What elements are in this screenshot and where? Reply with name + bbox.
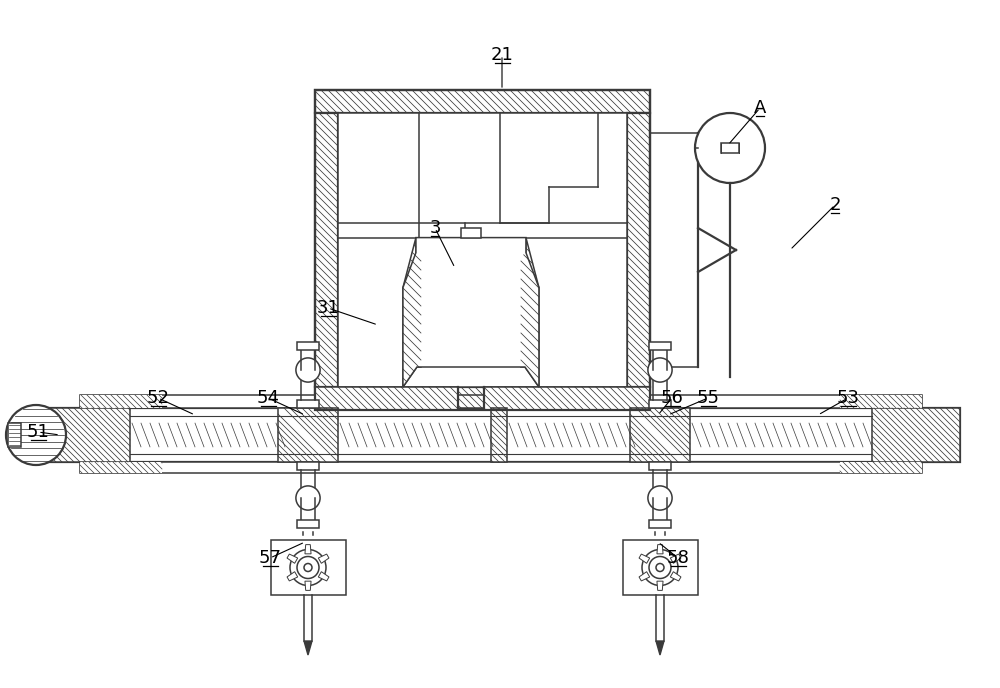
Circle shape — [648, 486, 672, 510]
Bar — [622, 540, 698, 595]
Polygon shape — [670, 554, 681, 563]
Polygon shape — [627, 113, 650, 387]
Text: 31: 31 — [317, 299, 339, 317]
Bar — [297, 342, 319, 350]
Polygon shape — [80, 395, 162, 408]
Bar — [8, 423, 21, 447]
Polygon shape — [639, 554, 650, 563]
Bar — [649, 342, 671, 350]
Polygon shape — [80, 462, 162, 473]
Polygon shape — [287, 554, 298, 563]
Bar — [649, 520, 671, 528]
Polygon shape — [656, 641, 664, 655]
Polygon shape — [287, 572, 298, 581]
Circle shape — [304, 563, 312, 572]
Polygon shape — [305, 581, 311, 590]
Polygon shape — [630, 408, 690, 462]
Bar — [649, 400, 671, 408]
Polygon shape — [315, 90, 650, 113]
Polygon shape — [639, 572, 650, 581]
Polygon shape — [872, 408, 960, 462]
Circle shape — [695, 113, 765, 183]
Bar — [649, 462, 671, 470]
Circle shape — [648, 358, 672, 382]
Text: 2: 2 — [829, 196, 841, 214]
Polygon shape — [318, 572, 329, 581]
Polygon shape — [403, 237, 539, 387]
Text: 54: 54 — [256, 389, 280, 407]
Bar — [42, 408, 960, 462]
Polygon shape — [305, 545, 311, 554]
Bar — [721, 143, 739, 153]
Circle shape — [290, 550, 326, 585]
Polygon shape — [315, 387, 650, 410]
Bar — [338, 113, 627, 387]
Polygon shape — [657, 581, 663, 590]
Text: 55: 55 — [696, 389, 720, 407]
Bar — [297, 462, 319, 470]
Text: 3: 3 — [429, 219, 441, 237]
Circle shape — [649, 557, 671, 579]
Bar — [80, 395, 922, 408]
Text: 52: 52 — [146, 389, 170, 407]
Polygon shape — [315, 387, 458, 410]
Bar — [297, 520, 319, 528]
Polygon shape — [491, 408, 507, 462]
Polygon shape — [670, 572, 681, 581]
Polygon shape — [521, 237, 539, 387]
Polygon shape — [318, 554, 329, 563]
Bar — [461, 228, 481, 237]
Text: 53: 53 — [836, 389, 860, 407]
Polygon shape — [484, 387, 650, 410]
Text: 58: 58 — [667, 549, 689, 567]
Polygon shape — [42, 408, 130, 462]
Circle shape — [297, 557, 319, 579]
Circle shape — [296, 486, 320, 510]
Text: 57: 57 — [258, 549, 282, 567]
Bar — [297, 400, 319, 408]
Polygon shape — [840, 395, 922, 408]
Polygon shape — [840, 462, 922, 473]
Polygon shape — [403, 237, 421, 387]
Bar — [80, 462, 922, 473]
Circle shape — [6, 405, 66, 465]
Polygon shape — [304, 641, 312, 655]
Text: 51: 51 — [27, 423, 49, 441]
Text: 56: 56 — [661, 389, 683, 407]
Circle shape — [296, 358, 320, 382]
Bar — [270, 540, 346, 595]
Bar — [315, 90, 650, 410]
Circle shape — [642, 550, 678, 585]
Polygon shape — [657, 545, 663, 554]
Polygon shape — [278, 408, 338, 462]
Circle shape — [656, 563, 664, 572]
Polygon shape — [315, 113, 338, 387]
Text: 21: 21 — [491, 46, 513, 64]
Text: A: A — [754, 99, 766, 117]
